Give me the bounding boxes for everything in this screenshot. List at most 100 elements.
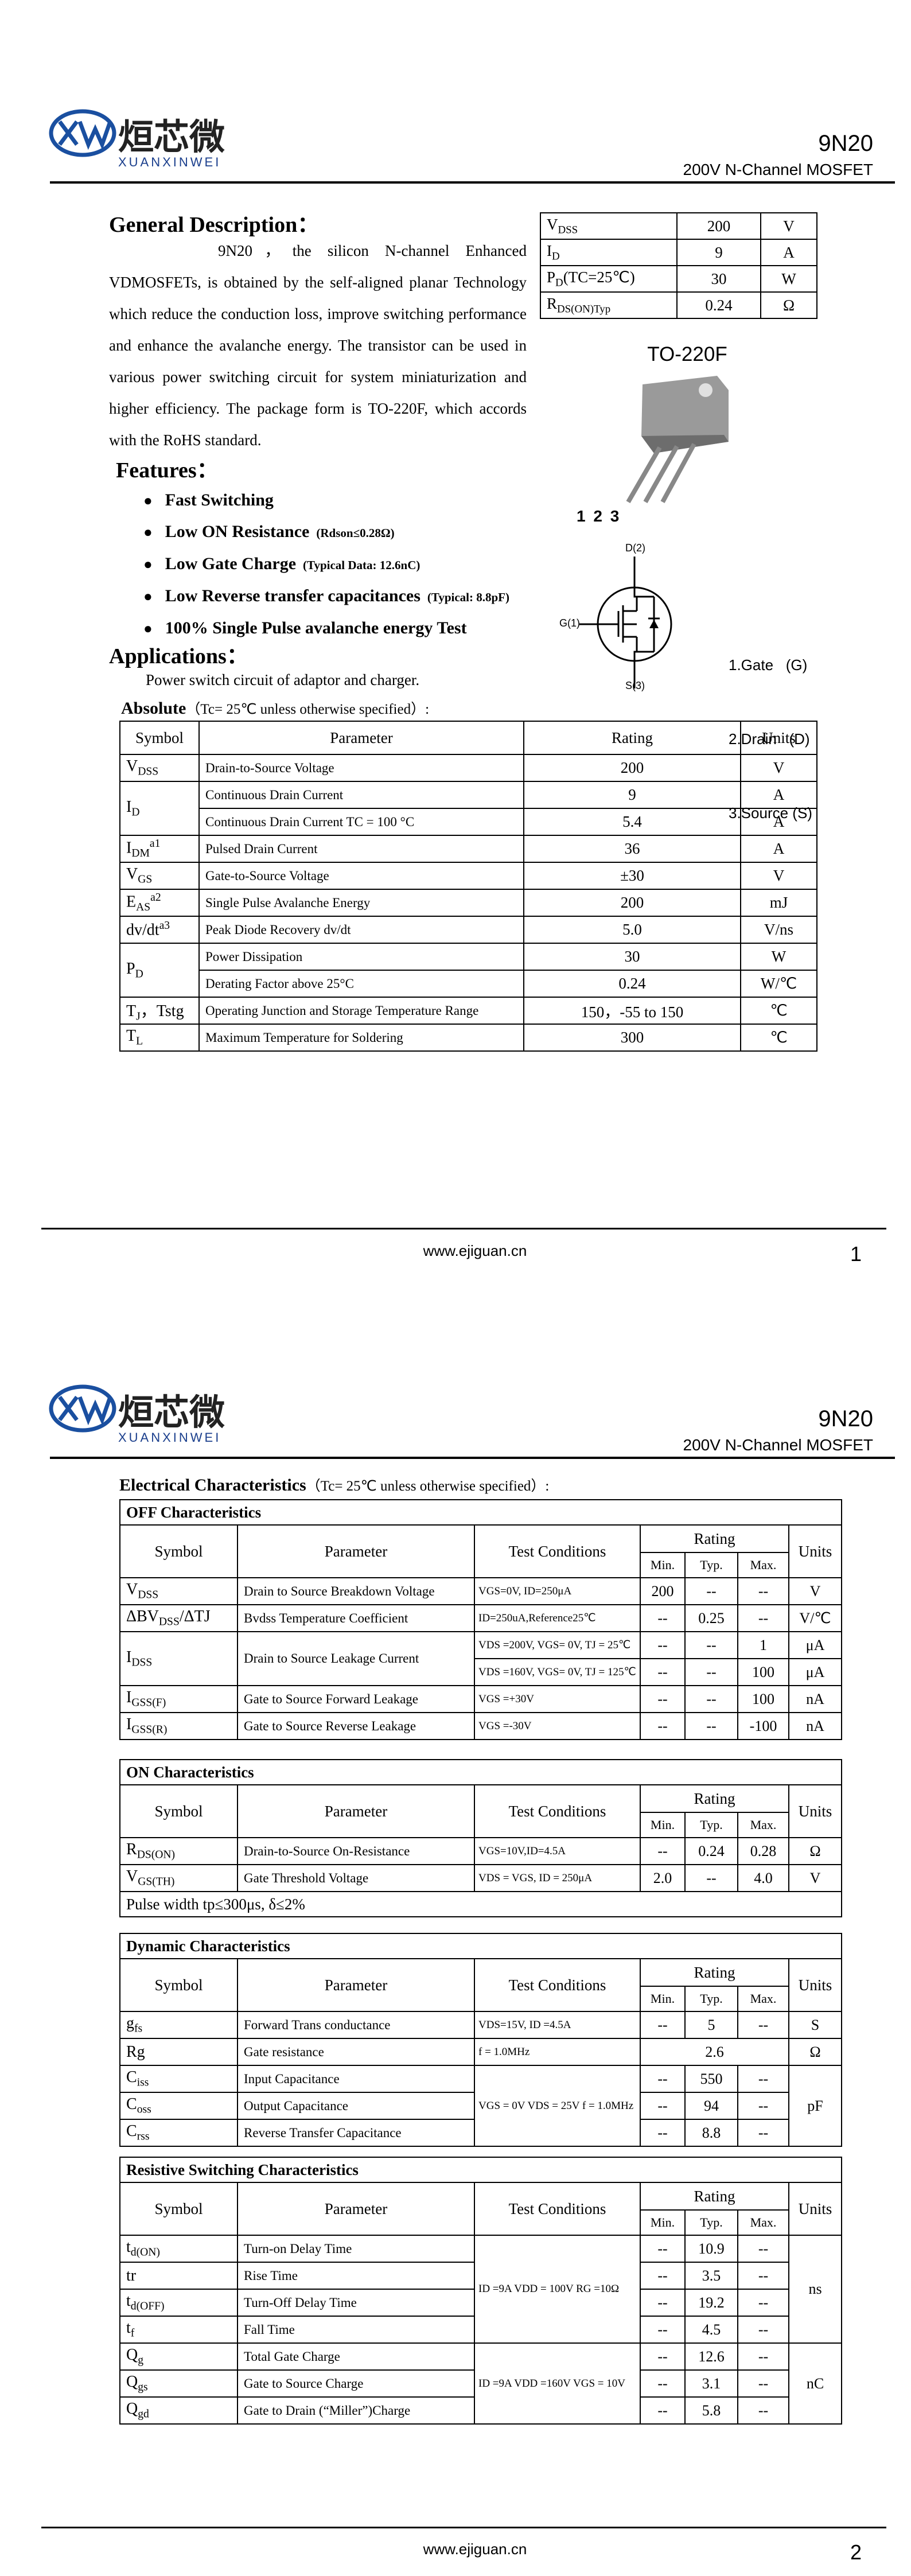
table-cell: Pulsed Drain Current: [198, 835, 524, 863]
table-cell: --: [684, 1577, 738, 1605]
table-header-row: Symbol Parameter Test Conditions Rating Unit…: [119, 1784, 843, 1838]
applications-text: Power switch circuit of adaptor and char…: [146, 671, 420, 688]
table-cell: ID=250uA,Reference25℃: [474, 1604, 641, 1632]
table-row: dv/dta3 Peak Diode Recovery dv/dt 5.0 V/ns: [119, 916, 817, 944]
table-row: td(ON) Turn-on Delay Time ID =9A VDD = 100…: [119, 2235, 843, 2344]
table-row: tf Fall Time -- 4.5 --: [119, 2316, 842, 2344]
cell-text: V: [547, 215, 558, 233]
table-cell: IGSS(R): [119, 1712, 238, 1740]
table-note: Pulse width tp≤300μs, δ≤2%: [119, 1891, 843, 1917]
pin-label: S(3): [625, 680, 645, 691]
section-title: General Description：: [109, 213, 320, 237]
table-cell: --: [737, 1604, 789, 1632]
part-number: 9N20: [818, 131, 873, 156]
footer-rule: [41, 1228, 886, 1229]
logo-icon: [49, 109, 116, 157]
table-cell: -100: [737, 1712, 789, 1740]
cell-text: D: [135, 968, 143, 980]
table-cell: Input Capacitance: [237, 2065, 475, 2093]
table-caption: Electrical Characteristics（Tc= 25℃ unles…: [119, 1474, 549, 1495]
table-cell: --: [737, 2011, 789, 2039]
table-cell: W: [740, 943, 817, 971]
package-drawing: [626, 376, 729, 504]
cell-text: Q: [126, 2400, 138, 2418]
table-cell: 200: [676, 212, 761, 240]
table-cell: tf: [119, 2316, 238, 2344]
table-row: Continuous Drain Current TC = 100 °C 5.4 A: [120, 808, 817, 836]
cell-text: I: [547, 242, 552, 259]
logo-subtext: XUANXINWEI: [118, 1430, 221, 1445]
table-cell: VDSS: [540, 212, 678, 240]
pin-label: G(1): [559, 617, 580, 629]
characteristics-table: Dynamic Characteristics Symbol Parameter Te…: [119, 1933, 843, 2147]
section-title: Applications：: [109, 644, 248, 668]
table-cell: --: [640, 2119, 686, 2147]
table-cell: Total Gate Charge: [237, 2342, 475, 2371]
table-cell: 1: [737, 1631, 789, 1659]
table-cell: Continuous Drain Current TC = 100 °C: [198, 808, 524, 836]
table-cell: --: [640, 2342, 686, 2371]
table-cell: 100: [737, 1685, 789, 1713]
cell-text: (TC=25℃): [563, 268, 635, 286]
table-cell: --: [640, 1837, 686, 1865]
table-cell: V: [788, 1864, 843, 1892]
table-header-row: Min. Typ. Max.: [120, 1552, 842, 1578]
cell-text: gd: [138, 2408, 149, 2421]
cell-text: AS: [136, 901, 151, 913]
table-cell: --: [640, 2289, 686, 2317]
table-cell: ns: [788, 2235, 843, 2344]
table-cell: --: [684, 1685, 738, 1713]
table-cell: S: [788, 2011, 843, 2039]
logo-icon: [49, 1384, 116, 1433]
table-cell: Units: [788, 1958, 843, 2012]
table-row: PD(TC=25℃) 30 W: [540, 265, 817, 293]
table-cell: Drain-to-Source On-Resistance: [237, 1837, 475, 1865]
cell-text: d(OFF): [130, 2300, 165, 2313]
cell-text: L: [136, 1035, 143, 1048]
table-cell: 94: [684, 2092, 738, 2120]
logo-subtext: XUANXINWEI: [118, 155, 221, 169]
table-cell: ID =9A VDD = 100V RG =10Ω: [474, 2235, 641, 2344]
table-cell: Symbol: [119, 1524, 238, 1578]
table-cell: V: [760, 212, 817, 240]
table-cell: 19.2: [684, 2289, 738, 2317]
table-cell: tr: [119, 2262, 238, 2290]
cell-text: DSS: [558, 224, 578, 236]
cell-text: C: [126, 2068, 137, 2087]
table-cell: V: [788, 1577, 843, 1605]
table-row: TJ，Tstg Operating Junction and Storage Te…: [119, 997, 817, 1025]
table-cell: --: [737, 2369, 789, 2398]
caption-condition: （Tc= 25℃ unless otherwise specified）:: [186, 702, 430, 717]
table-cell: VGS(TH): [119, 1864, 238, 1892]
table-title-row: Dynamic Characteristics: [119, 1933, 843, 1959]
part-subtitle: 200V N-Channel MOSFET: [683, 1436, 873, 1454]
table-cell: Qg: [119, 2342, 238, 2371]
table-row: VDSS 200 V: [540, 212, 817, 240]
header-rule: [50, 1457, 895, 1459]
table-cell: TL: [119, 1024, 200, 1052]
table-cell: A: [760, 239, 817, 266]
table-cell: --: [640, 2092, 686, 2120]
table-cell: --: [640, 2316, 686, 2344]
table-cell: ℃: [740, 1024, 817, 1052]
table-cell: --: [737, 2396, 789, 2425]
cell-text: DSS: [138, 765, 159, 778]
table-row: ID 9 A: [540, 239, 817, 266]
table-row: Derating Factor above 25°C 0.24 W/℃: [120, 970, 817, 998]
cell-text: Q: [126, 2346, 138, 2364]
table-cell: 5.4: [523, 808, 741, 836]
table-cell: 3.1: [684, 2369, 738, 2398]
table-cell: 36: [523, 835, 741, 863]
table-row: VDS =160V, VGS= 0V, TJ = 125℃ -- -- 100 μA: [120, 1658, 843, 1686]
table-cell: ID: [119, 781, 200, 836]
table-row: ID Continuous Drain Current 9 A: [119, 781, 817, 836]
table-cell: --: [640, 2396, 686, 2425]
cell-text: GSS(R): [131, 1723, 168, 1736]
table-cell: td(OFF): [119, 2289, 238, 2317]
table-cell: Units: [788, 2182, 843, 2236]
table-cell: ID =9A VDD =160V VGS = 10V: [474, 2342, 641, 2425]
cell-text: t: [126, 2319, 131, 2337]
table-cell: IDMa1: [119, 835, 200, 863]
table-cell: 10.9: [684, 2235, 738, 2263]
table-cell: RDS(ON): [119, 1837, 238, 1865]
